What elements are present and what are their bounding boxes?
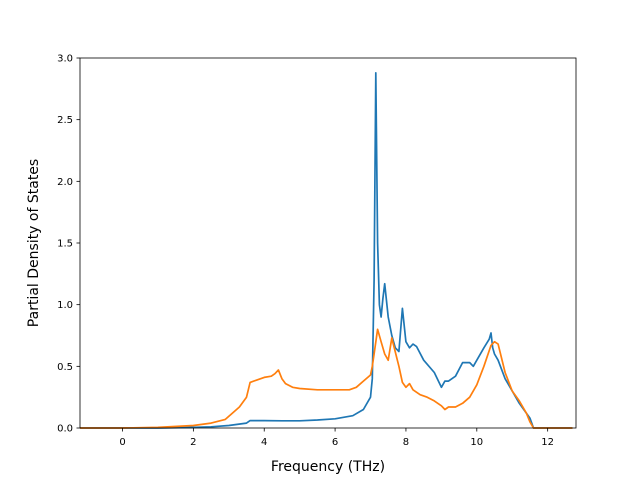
- x-tick-label: 4: [261, 437, 267, 448]
- x-tick-label: 0: [119, 437, 125, 448]
- x-tick-label: 6: [332, 437, 338, 448]
- y-tick-label: 1.0: [57, 300, 73, 311]
- y-tick-label: 0.0: [57, 424, 73, 435]
- x-tick-label: 2: [190, 437, 196, 448]
- plot-frame: [79, 57, 577, 429]
- y-tick-label: 1.5: [57, 239, 73, 250]
- y-ticks: 0.0 0.5 1.0 1.5 2.0 2.5 3.0: [57, 54, 80, 435]
- y-tick-label: 3.0: [57, 54, 73, 65]
- series-line-2: [80, 328, 573, 429]
- x-tick-label: 12: [541, 437, 554, 448]
- x-tick-label: 10: [470, 437, 483, 448]
- y-axis-label: Partial Density of States: [26, 159, 42, 327]
- y-tick-label: 2.5: [57, 115, 73, 126]
- y-tick-label: 0.5: [57, 362, 73, 373]
- series-line-1: [80, 71, 573, 429]
- series-layer: [80, 71, 573, 429]
- x-axis-label: Frequency (THz): [271, 459, 385, 475]
- x-tick-label: 8: [403, 437, 409, 448]
- y-tick-label: 2.0: [57, 177, 73, 188]
- x-ticks: 0 2 4 6 8 10 12: [119, 428, 554, 448]
